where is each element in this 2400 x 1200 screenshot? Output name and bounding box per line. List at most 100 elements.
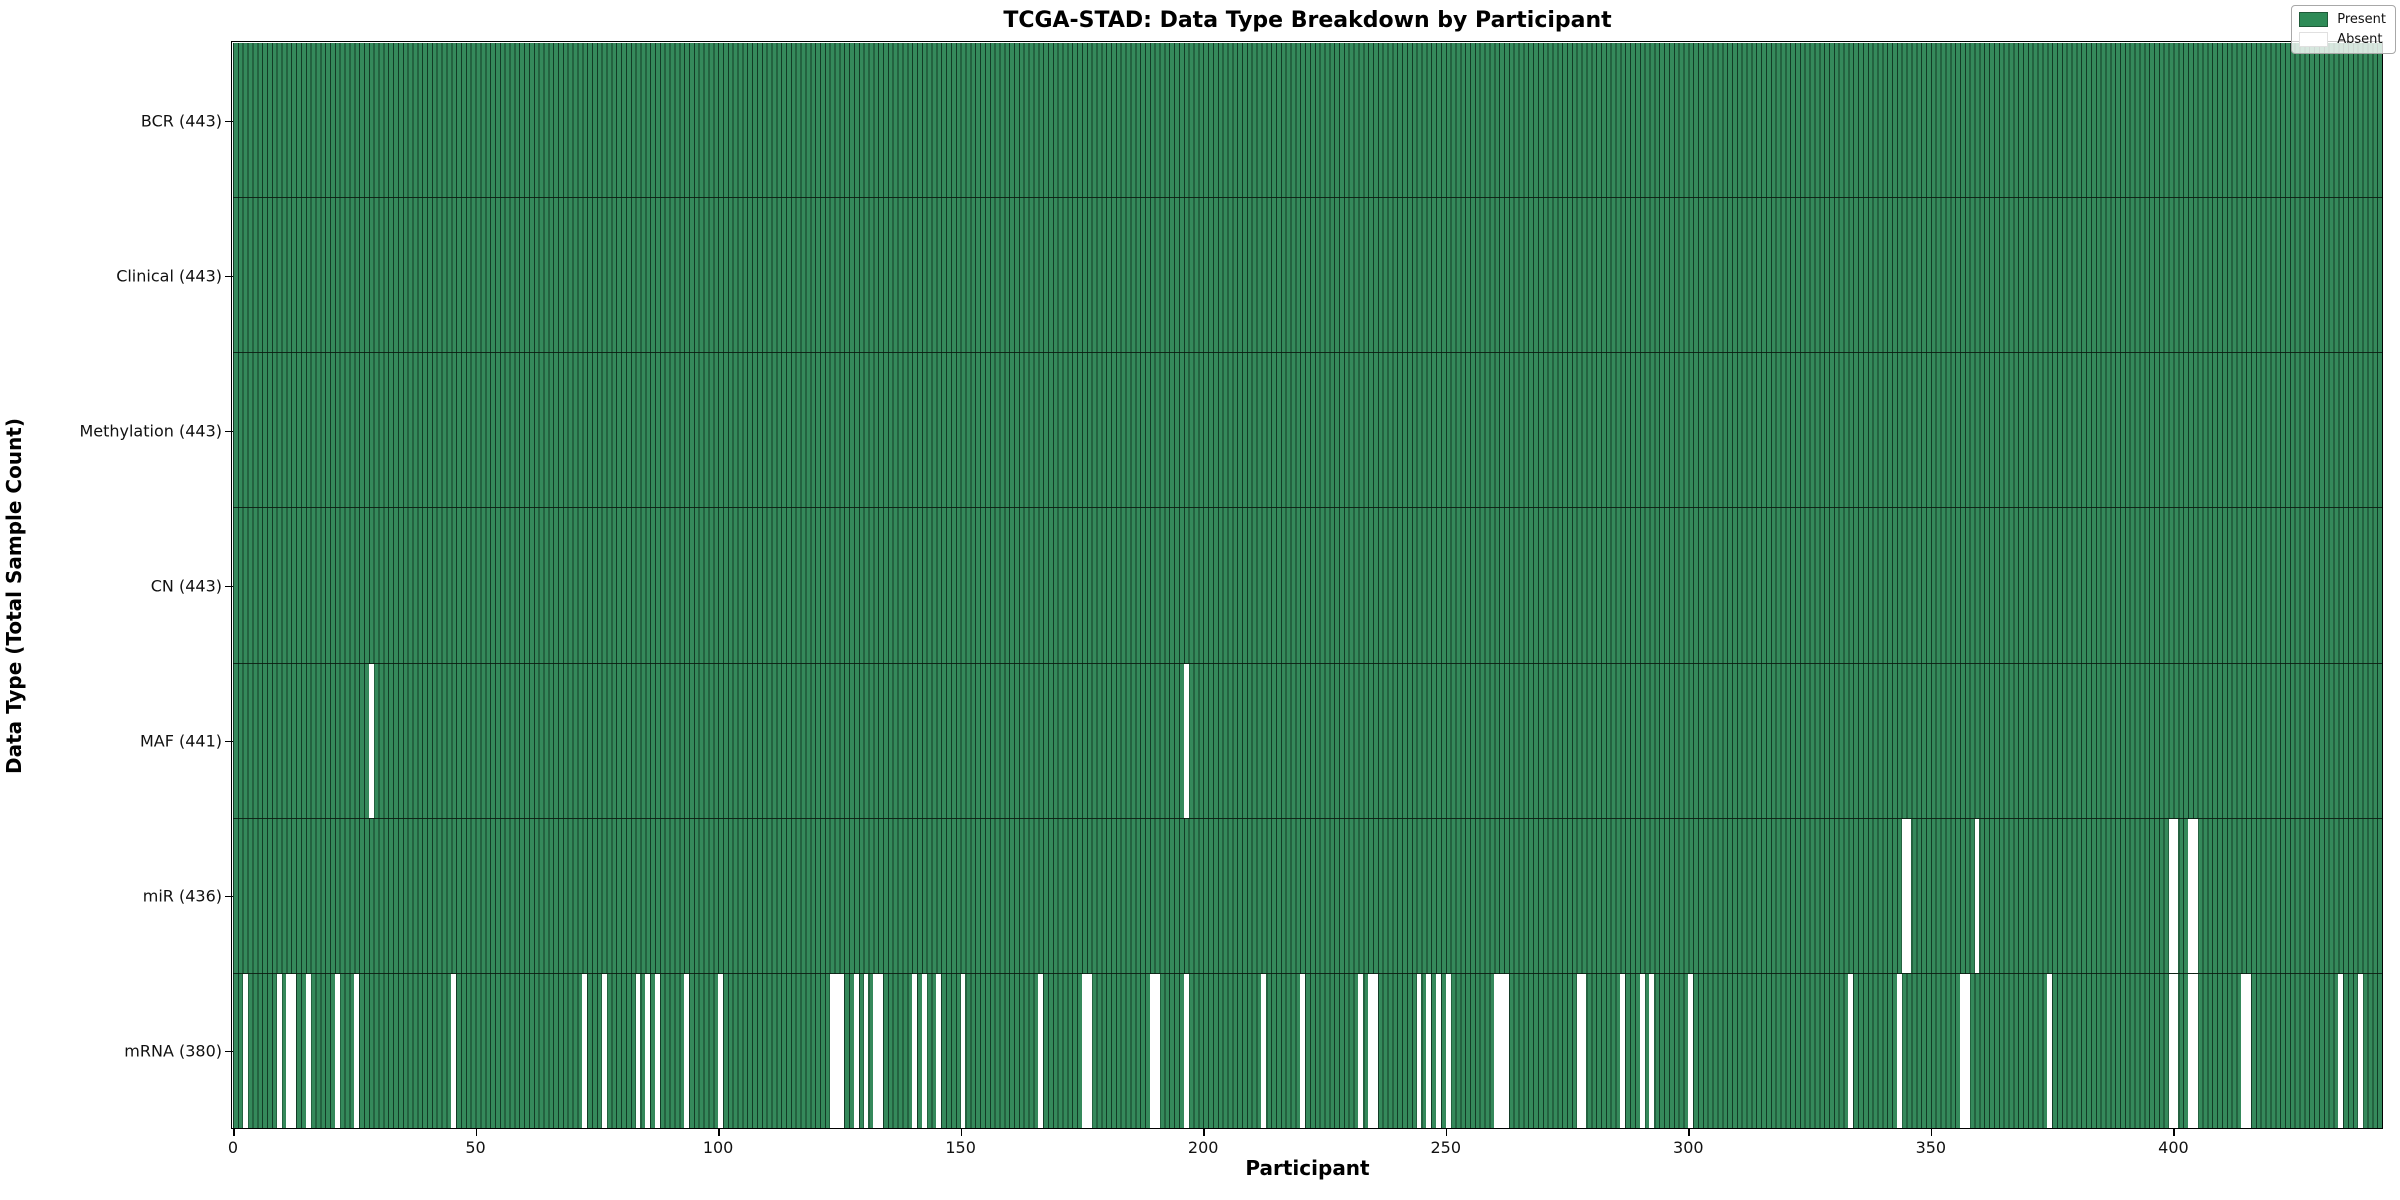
- absent-gap: [2357, 973, 2363, 1128]
- absent-gap: [1688, 973, 1694, 1128]
- legend-item-present: Present: [2299, 12, 2386, 27]
- x-tick-mark: [718, 1128, 720, 1136]
- absent-gap: [354, 973, 360, 1128]
- heatmap-row-bcr: [233, 43, 2382, 199]
- absent-gap: [2168, 973, 2179, 1128]
- absent-gap: [2187, 973, 2198, 1128]
- y-tick-label: Methylation (443): [79, 421, 222, 440]
- absent-gap: [1576, 973, 1587, 1128]
- absent-gap: [718, 973, 723, 1128]
- x-tick-label: 350: [1915, 1138, 1947, 1157]
- absent-gap: [1896, 973, 1902, 1128]
- absent-gap: [2241, 973, 2251, 1128]
- x-tick-mark: [1688, 1128, 1690, 1136]
- y-tick-label: mRNA (380): [124, 1041, 222, 1060]
- absent-gap: [601, 973, 607, 1128]
- absent-swatch-icon: [2299, 32, 2329, 47]
- x-tick-label: 250: [1430, 1138, 1462, 1157]
- absent-gap: [1639, 973, 1645, 1128]
- absent-gap: [863, 973, 869, 1128]
- absent-gap: [960, 973, 966, 1128]
- y-tick-mark: [225, 275, 233, 278]
- absent-gap: [1149, 973, 1160, 1128]
- absent-gap: [276, 973, 282, 1128]
- x-tick-label: 300: [1673, 1138, 1704, 1157]
- absent-gap: [2187, 818, 2198, 973]
- absent-gap: [1038, 973, 1044, 1128]
- x-tick-mark: [1445, 1128, 1448, 1136]
- y-tick-mark: [225, 740, 233, 743]
- x-tick-mark: [475, 1128, 478, 1136]
- legend: Present Absent: [2291, 5, 2396, 54]
- absent-gap: [2338, 973, 2344, 1128]
- heatmap-row-cn: [233, 508, 2382, 664]
- absent-gap: [1416, 973, 1422, 1128]
- y-axis-label: Data Type (Total Sample Count): [2, 417, 26, 775]
- x-tick-mark: [233, 1128, 235, 1136]
- x-tick-mark: [1203, 1128, 1205, 1136]
- absent-gap: [286, 973, 297, 1128]
- absent-gap: [305, 973, 311, 1128]
- x-tick-mark: [1930, 1128, 1933, 1136]
- absent-gap: [684, 973, 689, 1128]
- heatmap-row-clinical: [233, 198, 2382, 354]
- absent-gap: [1436, 973, 1441, 1128]
- x-tick-label: 0: [227, 1138, 239, 1157]
- x-tick-mark: [2173, 1128, 2175, 1136]
- absent-gap: [936, 973, 942, 1128]
- y-tick-label: MAF (441): [139, 731, 222, 750]
- x-tick-label: 50: [465, 1138, 486, 1157]
- absent-gap: [1426, 973, 1432, 1128]
- absent-gap: [242, 973, 248, 1128]
- heatmap-row-mrna: [233, 973, 2382, 1128]
- absent-gap: [829, 973, 845, 1128]
- absent-gap: [1081, 973, 1092, 1128]
- legend-present-label: Present: [2337, 12, 2386, 27]
- x-tick-label: 200: [1187, 1138, 1219, 1157]
- heatmap-row-maf: [233, 663, 2382, 819]
- x-tick-mark: [960, 1128, 963, 1136]
- absent-gap: [2047, 973, 2053, 1128]
- absent-gap: [1494, 973, 1509, 1128]
- absent-gap: [1300, 973, 1306, 1128]
- x-axis-label: Participant: [1245, 1156, 1370, 1180]
- x-tick-label: 150: [945, 1138, 976, 1157]
- absent-gap: [1649, 973, 1655, 1128]
- y-tick-label: BCR (443): [140, 111, 222, 130]
- y-tick-mark: [225, 585, 233, 588]
- y-tick-mark: [225, 895, 233, 898]
- legend-item-absent: Absent: [2299, 32, 2386, 47]
- x-tick-label: 400: [2158, 1138, 2189, 1157]
- y-tick-label: Clinical (443): [116, 266, 222, 285]
- absent-gap: [1959, 973, 1970, 1128]
- absent-gap: [1974, 818, 1980, 973]
- absent-gap: [912, 973, 917, 1128]
- absent-gap: [655, 973, 660, 1128]
- y-tick-label: CN (443): [150, 576, 222, 595]
- absent-gap: [921, 973, 927, 1128]
- absent-gap: [368, 663, 374, 818]
- x-tick-label: 100: [702, 1138, 734, 1157]
- absent-gap: [1183, 973, 1189, 1128]
- absent-gap: [2168, 818, 2179, 973]
- y-tick-label: miR (436): [142, 886, 222, 905]
- absent-gap: [635, 973, 641, 1128]
- heatmap-row-methylation: [233, 353, 2382, 509]
- absent-gap: [1848, 973, 1854, 1128]
- absent-gap: [873, 973, 884, 1128]
- present-swatch-icon: [2299, 12, 2329, 27]
- absent-gap: [645, 973, 651, 1128]
- y-tick-mark: [225, 430, 233, 433]
- absent-gap: [1368, 973, 1378, 1128]
- absent-gap: [1183, 663, 1189, 818]
- absent-gap: [853, 973, 859, 1128]
- y-tick-mark: [225, 120, 233, 123]
- absent-gap: [1358, 973, 1364, 1128]
- absent-gap: [1620, 973, 1626, 1128]
- absent-gap: [1445, 973, 1451, 1128]
- y-tick-mark: [225, 1050, 233, 1053]
- heatmap-row-mir: [233, 818, 2382, 974]
- absent-gap: [582, 973, 588, 1128]
- absent-gap: [1901, 818, 1912, 973]
